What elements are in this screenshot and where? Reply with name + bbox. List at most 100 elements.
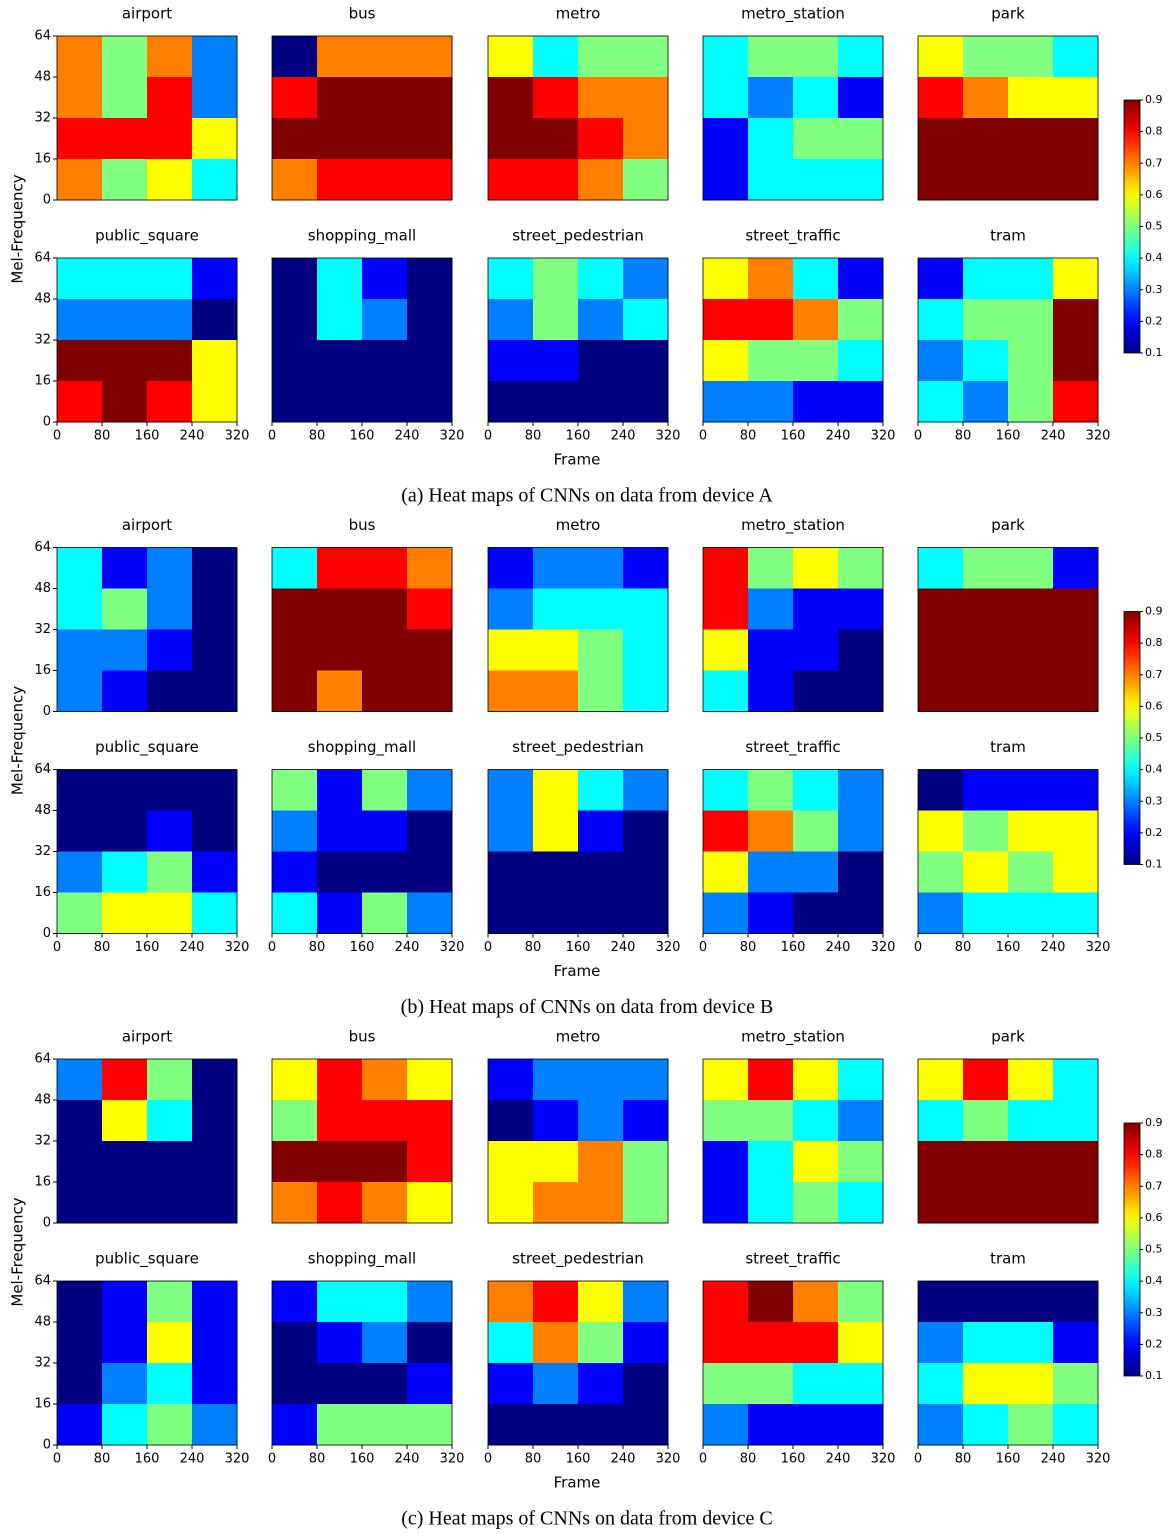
heat-cell bbox=[918, 548, 964, 590]
colorbar-tick-label: 0.5 bbox=[1145, 731, 1163, 744]
heat-cell bbox=[147, 258, 193, 300]
heat-cell bbox=[838, 1059, 884, 1101]
heat-cell bbox=[488, 811, 534, 853]
x-tick-label: 160 bbox=[566, 429, 591, 444]
heat-cell bbox=[533, 852, 579, 894]
heat-cell bbox=[748, 770, 794, 812]
heat-cell bbox=[793, 589, 839, 631]
heat-cell bbox=[362, 671, 408, 713]
heat-cell bbox=[102, 381, 148, 423]
heat-cell bbox=[488, 1322, 534, 1364]
heat-cell bbox=[317, 893, 363, 935]
y-tick-label: 64 bbox=[34, 540, 51, 555]
heat-cell bbox=[147, 770, 193, 812]
heat-cell bbox=[488, 770, 534, 812]
x-tick-label: 320 bbox=[1086, 1452, 1111, 1467]
heat-cell bbox=[317, 1141, 363, 1183]
heat-cell bbox=[918, 1141, 964, 1183]
heat-cell bbox=[533, 159, 579, 201]
subplot-title: street_traffic bbox=[745, 738, 840, 757]
x-tick-label: 0 bbox=[53, 940, 61, 955]
x-tick-label: 160 bbox=[350, 429, 375, 444]
heat-cell bbox=[192, 770, 238, 812]
heat-cell bbox=[533, 1182, 579, 1224]
heat-cell bbox=[533, 589, 579, 631]
heat-cell bbox=[838, 118, 884, 160]
heat-cell bbox=[407, 548, 453, 590]
heat-cell bbox=[578, 630, 624, 672]
heat-cell bbox=[838, 258, 884, 300]
heat-cell bbox=[362, 299, 408, 341]
x-axis-label: Frame bbox=[554, 1474, 601, 1492]
y-tick-label: 48 bbox=[34, 292, 51, 307]
colorbar-tick-label: 0.4 bbox=[1145, 1274, 1163, 1287]
y-tick-label: 0 bbox=[43, 704, 51, 719]
x-tick-label: 160 bbox=[135, 940, 160, 955]
heat-cell bbox=[102, 36, 148, 78]
heat-cell bbox=[1053, 1281, 1099, 1323]
heat-cell bbox=[1053, 381, 1099, 423]
y-tick-label: 32 bbox=[34, 622, 51, 637]
heat-cell bbox=[703, 671, 749, 713]
heat-cell bbox=[362, 893, 408, 935]
y-tick-label: 0 bbox=[43, 1216, 51, 1231]
heat-cell bbox=[918, 381, 964, 423]
heat-cell bbox=[407, 770, 453, 812]
heat-cell bbox=[703, 630, 749, 672]
heat-cell bbox=[57, 340, 103, 382]
heat-cell bbox=[533, 548, 579, 590]
heat-cell bbox=[192, 671, 238, 713]
heat-cell bbox=[192, 630, 238, 672]
heat-cell bbox=[102, 1281, 148, 1323]
heat-cell bbox=[147, 811, 193, 853]
heat-cell bbox=[57, 159, 103, 201]
heat-cell bbox=[102, 893, 148, 935]
x-tick-label: 240 bbox=[611, 429, 636, 444]
heat-cell bbox=[533, 258, 579, 300]
heat-cell bbox=[838, 630, 884, 672]
heat-cell bbox=[362, 770, 408, 812]
heat-cell bbox=[623, 1281, 669, 1323]
heat-cell bbox=[102, 548, 148, 590]
heat-cell bbox=[963, 548, 1009, 590]
heat-cell bbox=[703, 1281, 749, 1323]
heat-cell bbox=[793, 1404, 839, 1446]
heat-cell bbox=[488, 1404, 534, 1446]
heat-cell bbox=[793, 770, 839, 812]
heat-cell bbox=[623, 1059, 669, 1101]
heat-cell bbox=[623, 671, 669, 713]
y-tick-label: 0 bbox=[43, 415, 51, 430]
heat-cell bbox=[793, 1182, 839, 1224]
heat-cell bbox=[623, 118, 669, 160]
heat-cell bbox=[963, 811, 1009, 853]
heat-cell bbox=[793, 77, 839, 119]
heat-cell bbox=[918, 1404, 964, 1446]
heat-cell bbox=[918, 1281, 964, 1323]
heat-cell bbox=[838, 299, 884, 341]
heat-cell bbox=[533, 381, 579, 423]
heat-cell bbox=[192, 1141, 238, 1183]
heat-cell bbox=[623, 630, 669, 672]
heat-cell bbox=[102, 118, 148, 160]
heat-cell bbox=[623, 1363, 669, 1405]
heat-cell bbox=[793, 36, 839, 78]
heat-cell bbox=[147, 1363, 193, 1405]
subplot-title: park bbox=[991, 1028, 1025, 1046]
heat-cell bbox=[102, 589, 148, 631]
heat-cell bbox=[918, 893, 964, 935]
y-tick-label: 32 bbox=[34, 111, 51, 126]
heat-cell bbox=[963, 1281, 1009, 1323]
x-tick-label: 320 bbox=[871, 1452, 896, 1467]
heat-cell bbox=[533, 893, 579, 935]
heat-cell bbox=[192, 1100, 238, 1142]
heat-cell bbox=[362, 630, 408, 672]
heat-cell bbox=[1053, 589, 1099, 631]
heat-cell bbox=[488, 36, 534, 78]
heat-cell bbox=[57, 258, 103, 300]
x-tick-label: 320 bbox=[225, 940, 250, 955]
x-tick-label: 0 bbox=[699, 1452, 707, 1467]
heat-cell bbox=[362, 36, 408, 78]
colorbar-tick-label: 0.3 bbox=[1145, 283, 1163, 296]
heat-cell bbox=[317, 589, 363, 631]
x-tick-label: 80 bbox=[955, 1452, 972, 1467]
